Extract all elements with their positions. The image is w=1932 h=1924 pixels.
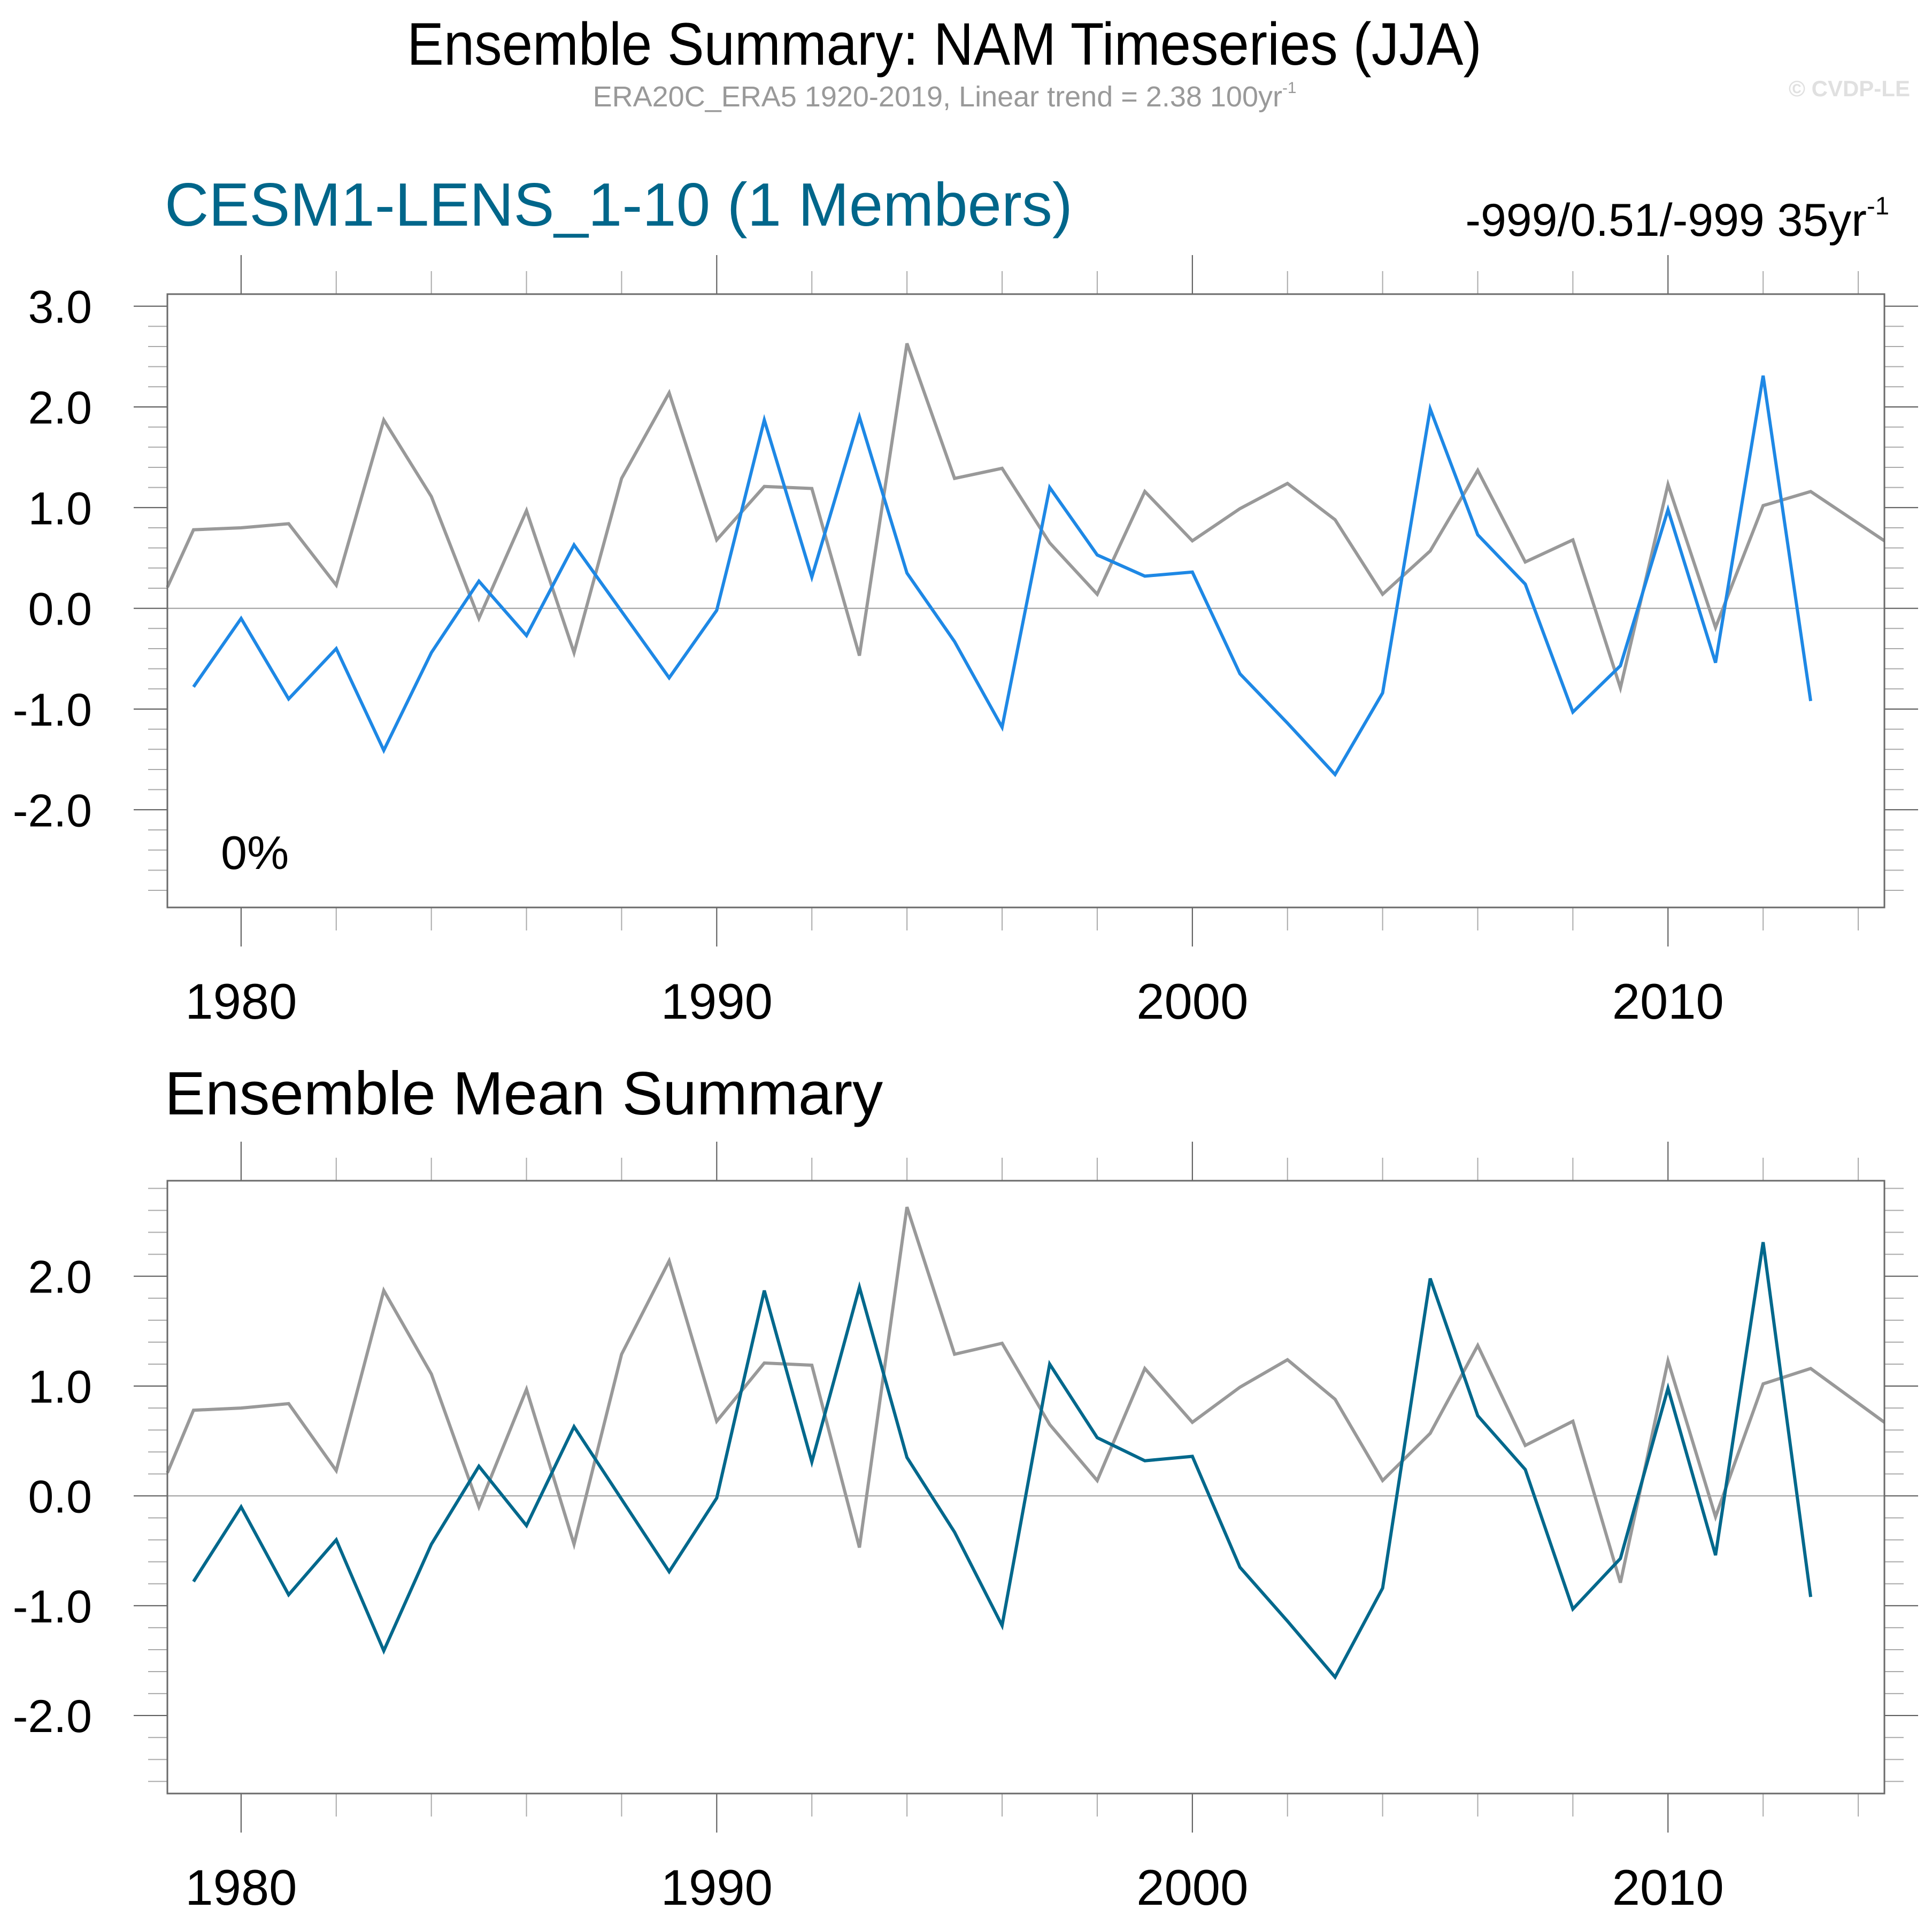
x-tick-label: 1990 [661, 1859, 773, 1915]
series-line-observations [166, 343, 1885, 694]
x-tick-label: 2010 [1612, 1859, 1724, 1915]
subtitle-text: ERA20C_ERA5 1920-2019, Linear trend = 2.… [592, 81, 1282, 113]
x-tick-label: 1990 [661, 973, 773, 1029]
y-tick-label: 2.0 [28, 1252, 92, 1303]
y-tick-label: -2.0 [13, 785, 92, 836]
stats-text: -999/0.51/-999 35yr [1465, 195, 1867, 247]
panel-bottom-title: Ensemble Mean Summary [165, 1060, 883, 1128]
x-tick-label: 2010 [1612, 973, 1724, 1029]
plot-frame [166, 293, 1885, 909]
main-title: Ensemble Summary: NAM Timeseries (JJA) [407, 11, 1482, 78]
y-tick-label: -2.0 [13, 1691, 92, 1742]
series-line-model [192, 375, 1813, 778]
x-tick-label: 1980 [185, 1859, 297, 1915]
subtitle-superscript: -1 [1282, 79, 1297, 97]
panel-top-plot: -2.0 -1.0 0.0 1.0 2.0 3.0 1980 1990 2000 2010 0% [13, 255, 1918, 1029]
x-tick-label: 2000 [1136, 973, 1248, 1029]
panel-bottom-plot: -2.0 -1.0 0.0 1.0 2.0 1980 1990 2000 2010 [13, 1142, 1918, 1915]
y-tick-label: 1.0 [28, 1361, 92, 1413]
panel-top-stats: -999/0.51/-999 35yr-1 [1465, 191, 1889, 247]
y-tick-label: 3.0 [28, 282, 92, 333]
y-tick-label: -1.0 [13, 684, 92, 736]
plot-frame [166, 1180, 1885, 1795]
y-tick-label: 0.0 [28, 584, 92, 635]
y-tick-label: 1.0 [28, 483, 92, 534]
percent-annotation: 0% [221, 826, 289, 879]
series-line-observations [166, 1206, 1885, 1583]
y-tick-label: 2.0 [28, 382, 92, 434]
x-tick-label: 2000 [1136, 1859, 1248, 1915]
y-tick-label: -1.0 [13, 1581, 92, 1633]
watermark: © CVDP-LE [1789, 76, 1910, 101]
x-tick-label: 1980 [185, 973, 297, 1029]
panel-top-title: CESM1-LENS_1-10 (1 Members) [165, 171, 1073, 239]
series-line-model [192, 1242, 1813, 1680]
subtitle: ERA20C_ERA5 1920-2019, Linear trend = 2.… [0, 79, 1932, 113]
stats-superscript: -1 [1866, 192, 1889, 220]
y-tick-label: 0.0 [28, 1471, 92, 1522]
